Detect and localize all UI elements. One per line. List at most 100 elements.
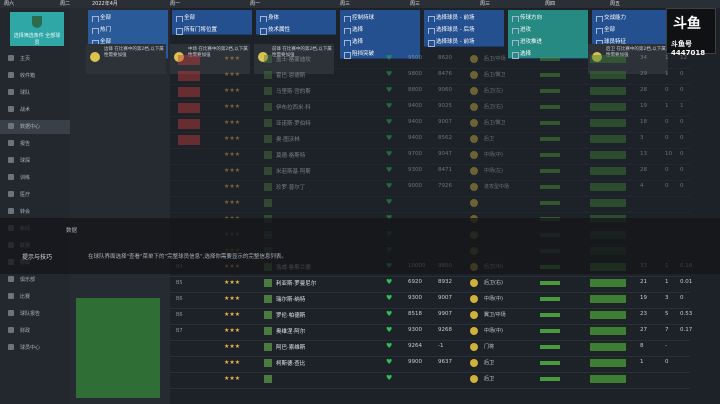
- status-icon: [470, 183, 478, 191]
- table-row[interactable]: ★★★ ♥ 后卫: [170, 372, 690, 389]
- sidebar-item[interactable]: 训练: [0, 171, 70, 185]
- value-1: 9900: [408, 359, 422, 365]
- player-role: 中场(中): [484, 296, 503, 302]
- sidebar-item[interactable]: 球队报告: [0, 307, 70, 321]
- table-row[interactable]: ★★★ 珍罗·普尔丁 ♥ 9000 7926 进攻型中场 4 0 0: [170, 180, 690, 197]
- heart-icon[interactable]: ♥: [386, 310, 393, 318]
- nav-icon: [8, 106, 14, 112]
- heart-icon[interactable]: ♥: [386, 102, 393, 110]
- table-row[interactable]: ★★★ 奥·图沃林 ♥ 9400 8562 后卫 3 0 0: [170, 132, 690, 149]
- star-rating: ★★★: [224, 359, 241, 366]
- player-name[interactable]: 莫德·格斯特: [276, 153, 306, 159]
- stat-1: 21: [640, 279, 647, 285]
- player-name[interactable]: 盖士·格蒙迪坎: [276, 57, 311, 63]
- heart-icon[interactable]: ♥: [386, 70, 393, 78]
- sidebar-item[interactable]: 医疗: [0, 188, 70, 202]
- heart-icon[interactable]: ♥: [386, 374, 393, 382]
- table-row[interactable]: ★★★ 伊布拉西米·科 ♥ 9400 9025 后卫(右) 19 1 1: [170, 100, 690, 117]
- player-name[interactable]: 罗伦·帕德斯: [276, 313, 306, 319]
- table-row[interactable]: ★★★ ♥: [170, 196, 690, 213]
- player-name[interactable]: 伊布拉西米·科: [276, 105, 311, 111]
- filter-option[interactable]: 选择球员 - 前场: [424, 34, 504, 47]
- filter-option[interactable]: 所有门将位置: [172, 22, 252, 35]
- star-rating: ★★★: [224, 279, 241, 286]
- player-name[interactable]: 奥维涅·阿尔: [276, 329, 306, 335]
- form-bar: [540, 201, 560, 205]
- table-row[interactable]: ★★★ 柯斯德·查比 ♥ 9900 9637 后卫 1 0: [170, 356, 690, 373]
- filter-option[interactable]: 技术属性: [256, 22, 336, 35]
- heart-icon[interactable]: ♥: [386, 166, 393, 174]
- sidebar-item[interactable]: 球队: [0, 86, 70, 100]
- player-name[interactable]: 米若斯基·阿斯: [276, 169, 311, 175]
- heart-icon[interactable]: ♥: [386, 278, 393, 286]
- player-name[interactable]: 奥·图沃林: [276, 137, 300, 143]
- topbar-date: 周一: [250, 1, 261, 7]
- sidebar-item[interactable]: 比赛: [0, 290, 70, 304]
- heart-icon[interactable]: ♥: [386, 118, 393, 126]
- filter-option[interactable]: 阻挡突破: [340, 46, 420, 59]
- table-row[interactable]: B6 ★★★ 罗伦·帕德斯 ♥ 8518 9907 翼卫/中场 23 5 0.53: [170, 308, 692, 325]
- club-badge[interactable]: 选择筛选条件 全部球员: [10, 12, 64, 46]
- table-row[interactable]: ★★★ 盖士·格蒙迪坎 ♥ 9500 8620 后卫/中场 34 1 12: [170, 52, 690, 69]
- filter-option[interactable]: 选择: [508, 46, 588, 59]
- position-badge: [264, 135, 272, 143]
- table-row[interactable]: ★★★ 米若斯基·阿斯 ♥ 9300 8471 中场(左) 28 0 0: [170, 164, 690, 181]
- player-name[interactable]: 利亚斯·罗曼尼尔: [276, 281, 317, 287]
- heart-icon[interactable]: ♥: [386, 294, 393, 302]
- stat-1: 34: [640, 55, 647, 61]
- sidebar-item[interactable]: 收件箱: [0, 69, 70, 83]
- table-row[interactable]: B7 ★★★ 奥维涅·阿尔 ♥ 9300 9268 中场(中) 27 7 0.17: [170, 324, 692, 341]
- heart-icon[interactable]: ♥: [386, 326, 393, 334]
- player-role: 中场(中): [484, 152, 503, 158]
- formation-pitch[interactable]: [76, 298, 160, 398]
- player-name[interactable]: 马里斯·宫的斯: [276, 89, 311, 95]
- position-badge: [264, 375, 272, 383]
- table-row[interactable]: B6 ★★★ 瑞尔斯·纳特 ♥ 9300 9007 中场(中) 19 3 0: [170, 292, 690, 309]
- sidebar-item[interactable]: 俱乐部: [0, 273, 70, 287]
- heart-icon[interactable]: ♥: [386, 342, 393, 350]
- info-text: 前锋 在比赛中的第2档,以下属性需要加强: [272, 47, 332, 58]
- sidebar-item-label: 数据中心: [20, 124, 41, 130]
- heart-icon[interactable]: ♥: [386, 150, 393, 158]
- player-name[interactable]: 瑞尔斯·纳特: [276, 297, 306, 303]
- heart-icon[interactable]: ♥: [386, 198, 393, 206]
- sidebar-item[interactable]: 转会: [0, 205, 70, 219]
- table-row[interactable]: ★★★ 阿巴·索维斯 ♥ 9264 -1 门将 8 -: [170, 340, 690, 357]
- player-name[interactable]: 霍巴·恩德斯: [276, 73, 306, 79]
- filter-label: 选择: [352, 27, 364, 33]
- topbar-date: 周六: [4, 1, 15, 7]
- heart-icon[interactable]: ♥: [386, 358, 393, 366]
- sidebar-item[interactable]: 数据中心: [0, 120, 70, 134]
- filter-label: 全部: [604, 27, 616, 33]
- sidebar-item[interactable]: 球员中心: [0, 341, 70, 355]
- stat-2: 0: [665, 167, 669, 173]
- info-icon: [258, 52, 268, 62]
- sidebar-item[interactable]: 战术: [0, 103, 70, 117]
- table-row[interactable]: ★★★ 马里斯·宫的斯 ♥ 8800 9060 后卫(左) 28 0 0: [170, 84, 690, 101]
- star-rating: ★★★: [224, 151, 241, 158]
- heart-icon[interactable]: ♥: [386, 182, 393, 190]
- table-row[interactable]: ★★★ 亚诺斯·罗伯特 ♥ 9400 9007 后卫/翼卫 18 0 0: [170, 116, 690, 133]
- player-name[interactable]: 亚诺斯·罗伯特: [276, 121, 311, 127]
- sidebar-item[interactable]: 球探: [0, 154, 70, 168]
- player-name[interactable]: 阿巴·索维斯: [276, 345, 306, 351]
- stat-3: 0: [680, 295, 684, 301]
- rating-bar: [590, 327, 626, 335]
- heart-icon[interactable]: ♥: [386, 134, 393, 142]
- info-icon: [90, 52, 100, 62]
- sidebar-item[interactable]: 财政: [0, 324, 70, 338]
- table-row[interactable]: ★★★ 莫德·格斯特 ♥ 9700 9047 中场(中) 13 10 0: [170, 148, 690, 165]
- filter-label: 全部: [100, 15, 112, 21]
- table-row[interactable]: ★★★ 霍巴·恩德斯 ♥ 9800 8476 后卫/翼卫 29 1 0: [170, 68, 690, 85]
- value-1: 9400: [408, 135, 422, 141]
- stat-2: 5: [665, 311, 669, 317]
- player-name[interactable]: 柯斯德·查比: [276, 361, 306, 367]
- player-name[interactable]: 珍罗·普尔丁: [276, 185, 306, 191]
- sidebar-item[interactable]: 主页: [0, 52, 70, 66]
- player-role: 后卫(左): [484, 88, 503, 94]
- row-number: B6: [176, 312, 183, 318]
- heart-icon[interactable]: ♥: [386, 54, 393, 62]
- sidebar-item[interactable]: 报告: [0, 137, 70, 151]
- heart-icon[interactable]: ♥: [386, 86, 393, 94]
- table-row[interactable]: B5 ★★★ 利亚斯·罗曼尼尔 ♥ 6920 8932 后卫(右) 21 1 0.01: [170, 276, 692, 293]
